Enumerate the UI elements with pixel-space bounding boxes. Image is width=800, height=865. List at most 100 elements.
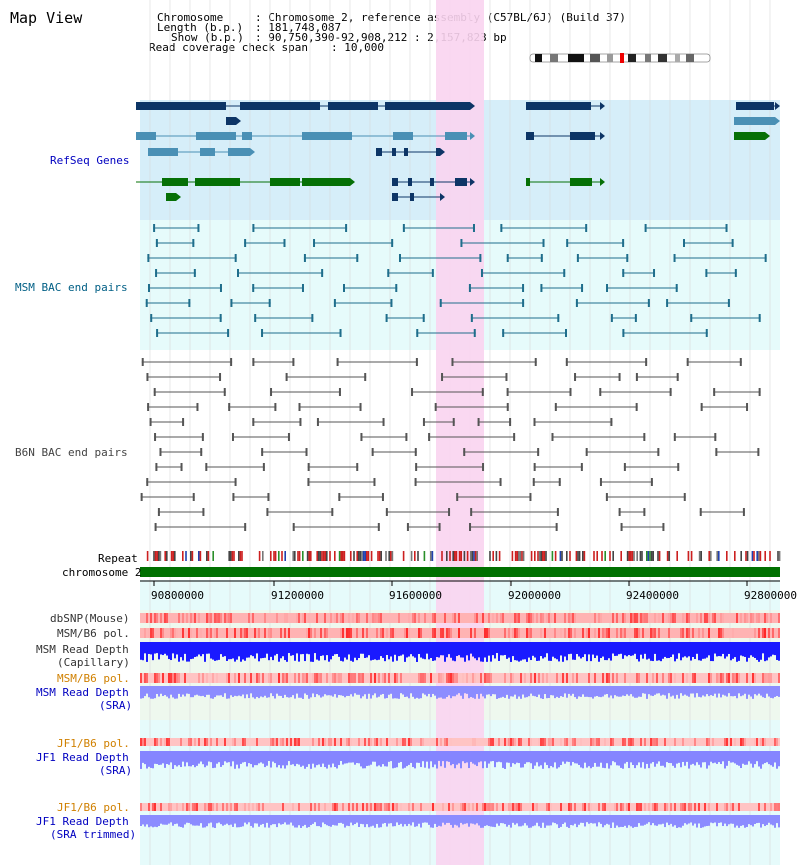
depth-bar [564,751,566,764]
depth-bar [146,642,148,662]
bac-end [534,358,537,366]
depth-bar [266,686,268,698]
heat-cell [440,738,442,746]
depth-bar [702,751,704,763]
heat-cell [508,803,510,811]
depth-bar [580,751,582,768]
heat-cell [374,738,376,746]
depth-bar [586,815,588,823]
heat-cell [620,628,622,638]
bac-end [575,299,578,307]
depth-bar [498,642,500,661]
depth-bar [682,815,684,826]
depth-bar [712,751,714,764]
repeat-element [745,551,747,561]
depth-bar [240,751,242,764]
heat-cell [532,803,534,811]
depth-bar [164,751,166,768]
heat-cell [404,738,406,746]
depth-bar [656,642,658,661]
depth-bar [684,751,686,766]
heat-cell [472,803,474,811]
bac-end [422,314,425,322]
depth-bar [402,642,404,655]
repeat-element [164,551,166,561]
depth-bar [254,686,256,699]
depth-bar [468,751,470,769]
heat-cell [530,673,532,683]
depth-bar [304,751,306,769]
bac-end [522,284,525,292]
heat-cell [588,628,590,638]
heat-cell [546,803,548,811]
depth-bar [538,815,540,827]
heat-cell [214,628,216,638]
depth-bar [382,751,384,765]
depth-bar [380,686,382,695]
heat-cell [492,613,494,623]
bac-end [422,418,425,426]
bac-end [159,448,162,456]
heat-cell [408,628,410,638]
depth-bar [422,751,424,762]
depth-bar [402,751,404,769]
depth-bar [716,815,718,827]
depth-bar [644,642,646,654]
heat-cell [670,613,672,623]
heat-cell [756,613,758,623]
depth-bar [696,751,698,763]
heat-cell [394,673,396,683]
heat-cell [176,673,178,683]
depth-bar [328,815,330,827]
depth-bar [348,642,350,655]
heat-cell [474,738,476,746]
depth-bar [220,751,222,767]
repeat-element [473,551,475,561]
bac-end [360,433,363,441]
bac-end [359,403,362,411]
bac-end [292,523,295,531]
depth-bar [454,815,456,825]
depth-bar [232,815,234,827]
gene-exon [228,148,250,156]
heat-cell [408,738,410,746]
depth-bar [160,686,162,694]
depth-bar [396,751,398,768]
depth-bar [624,815,626,826]
heat-cell [754,738,756,746]
heat-cell [314,673,316,683]
depth-bar [482,815,484,828]
repeat-element [540,551,542,561]
heat-cell [684,803,686,811]
depth-bar [690,815,692,823]
bac-end [456,493,459,501]
heat-cell [486,673,488,683]
bac-end [645,358,648,366]
depth-bar [520,642,522,661]
heat-cell [638,613,640,623]
heat-cell [658,613,660,623]
depth-bar [334,686,336,695]
depth-bar [290,642,292,656]
heat-cell [624,628,626,638]
depth-bar [392,815,394,827]
depth-bar [624,642,626,656]
depth-bar [334,642,336,655]
gene-exon [526,178,530,186]
depth-bar [496,815,498,824]
depth-bar [476,815,478,824]
heat-cell [388,803,390,811]
repeat-element [474,551,477,561]
depth-bar [174,686,176,699]
bac-end [387,269,390,277]
track-label-msm-bac: MSM BAC end pairs [15,281,128,294]
depth-bar [408,686,410,699]
depth-bar [318,642,320,661]
heat-cell [324,628,326,638]
gene-exon [526,102,591,110]
depth-bar [146,751,148,769]
heat-cell [216,738,218,746]
heat-cell [144,673,146,683]
depth-bar [398,686,400,699]
